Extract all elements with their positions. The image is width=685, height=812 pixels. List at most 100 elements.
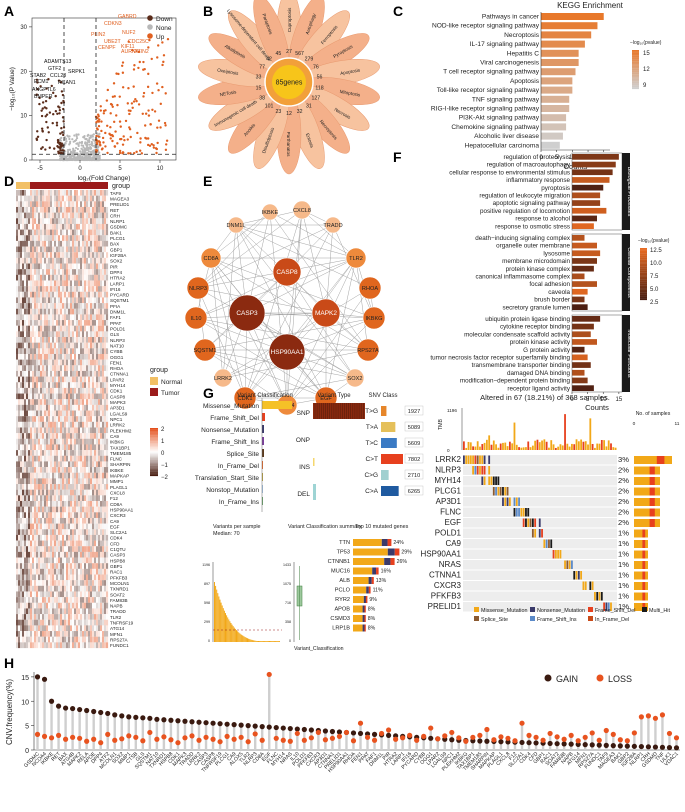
none-point [67, 157, 70, 160]
heatmap-cell [40, 365, 43, 372]
down-point [41, 146, 44, 149]
scale-tick: −2 [161, 475, 169, 481]
heatmap-cell [90, 642, 93, 649]
heatmap-cell [24, 297, 27, 304]
heatmap-cell [104, 512, 107, 519]
heatmap-cell [26, 263, 29, 270]
heatmap-cell [46, 506, 49, 513]
heatmap-cell [74, 263, 77, 270]
heatmap-cell [24, 489, 27, 496]
heatmap-cell [38, 252, 41, 258]
heatmap-cell [90, 421, 93, 428]
heatmap-cell [42, 574, 45, 581]
heatmap-cell [26, 450, 29, 456]
up-point [159, 102, 162, 106]
heatmap-cell [40, 614, 43, 620]
heatmap-cell [94, 257, 97, 264]
heatmap-cell [54, 472, 57, 479]
heatmap-cell [78, 580, 81, 586]
heatmap-cell [34, 540, 37, 547]
none-point [66, 154, 69, 158]
bar [572, 223, 594, 229]
heatmap-cell [56, 625, 59, 632]
heatmap-cell [50, 382, 53, 389]
heatmap-cell [46, 195, 49, 202]
gene-label: IKBKG [110, 440, 124, 445]
x-tick-label: 0 [78, 166, 82, 172]
heatmap-cell [24, 568, 27, 575]
heatmap-cell [76, 563, 79, 569]
heatmap-cell [68, 263, 71, 270]
heatmap-cell [72, 557, 75, 564]
heatmap-cell [70, 546, 73, 552]
heatmap-cell [44, 223, 47, 230]
heatmap-cell [40, 314, 43, 321]
heatmap-cell [106, 444, 109, 451]
heatmap-cell [78, 297, 81, 304]
heatmap-cell [36, 495, 39, 502]
heatmap-cell [42, 353, 45, 360]
gene-label: OGG1 [110, 355, 124, 360]
heatmap-cell [86, 303, 89, 309]
heatmap-cell [80, 495, 83, 502]
heatmap-cell [28, 580, 31, 586]
heatmap-cell [70, 619, 73, 626]
heatmap-cell [58, 597, 61, 603]
up-point [147, 46, 150, 49]
heatmap-cell [44, 269, 47, 275]
heatmap-cell [98, 314, 101, 321]
heatmap-cell [88, 523, 91, 530]
heatmap-cell [104, 602, 107, 609]
heatmap-cell [64, 382, 67, 389]
heatmap-cell [68, 252, 71, 258]
heatmap-cell [30, 512, 33, 519]
none-point [76, 147, 79, 151]
heatmap-cell [94, 534, 97, 541]
heatmap-cell [78, 534, 81, 541]
heatmap-cell [20, 534, 23, 541]
heatmap-cell [106, 500, 109, 507]
heatmap-cell [54, 325, 57, 332]
heatmap-cell [56, 303, 59, 309]
heatmap-cell [88, 478, 91, 485]
heatmap-cell [82, 500, 85, 507]
heatmap-cell [62, 325, 65, 332]
heatmap-cell [102, 269, 105, 275]
heatmap-cell [100, 201, 103, 208]
gene-label-up: CDC25C [128, 39, 149, 45]
heatmap-cell [92, 433, 95, 439]
heatmap-cell [80, 602, 83, 609]
heatmap-cell [60, 484, 63, 490]
heatmap-cell [44, 636, 47, 643]
gene-label: CD8A [110, 502, 123, 507]
heatmap-cell [30, 585, 33, 592]
heatmap-cell [62, 286, 65, 292]
heatmap-cell [62, 489, 65, 496]
heatmap-cell [52, 297, 55, 304]
heatmap-cell [82, 614, 85, 620]
y-tick-label: 20 [20, 69, 27, 75]
heatmap-cell [102, 286, 105, 292]
heatmap-cell [58, 393, 61, 400]
heatmap-cell [30, 393, 33, 400]
up-point [111, 95, 115, 98]
heatmap-cell [26, 291, 29, 298]
heatmap-cell [62, 218, 65, 225]
flower-diagram: Cuproptosis27Autophagy567Ferroptosis279P… [198, 0, 380, 175]
heatmap-cell [84, 551, 87, 558]
heatmap-cell [64, 574, 67, 581]
heatmap-cell [22, 286, 25, 292]
heatmap-cell [80, 472, 83, 479]
heatmap-cell [98, 421, 101, 428]
heatmap-cell [60, 291, 63, 298]
heatmap-cell [54, 614, 57, 620]
heatmap-cell [86, 353, 89, 360]
heatmap-cell [102, 580, 105, 586]
heatmap-cell [102, 602, 105, 609]
heatmap-cell [36, 223, 39, 230]
heatmap-cell [72, 540, 75, 547]
heatmap-cell [72, 365, 75, 372]
heatmap-cell [58, 591, 61, 598]
heatmap-cell [78, 291, 81, 298]
heatmap-cell [22, 376, 25, 383]
